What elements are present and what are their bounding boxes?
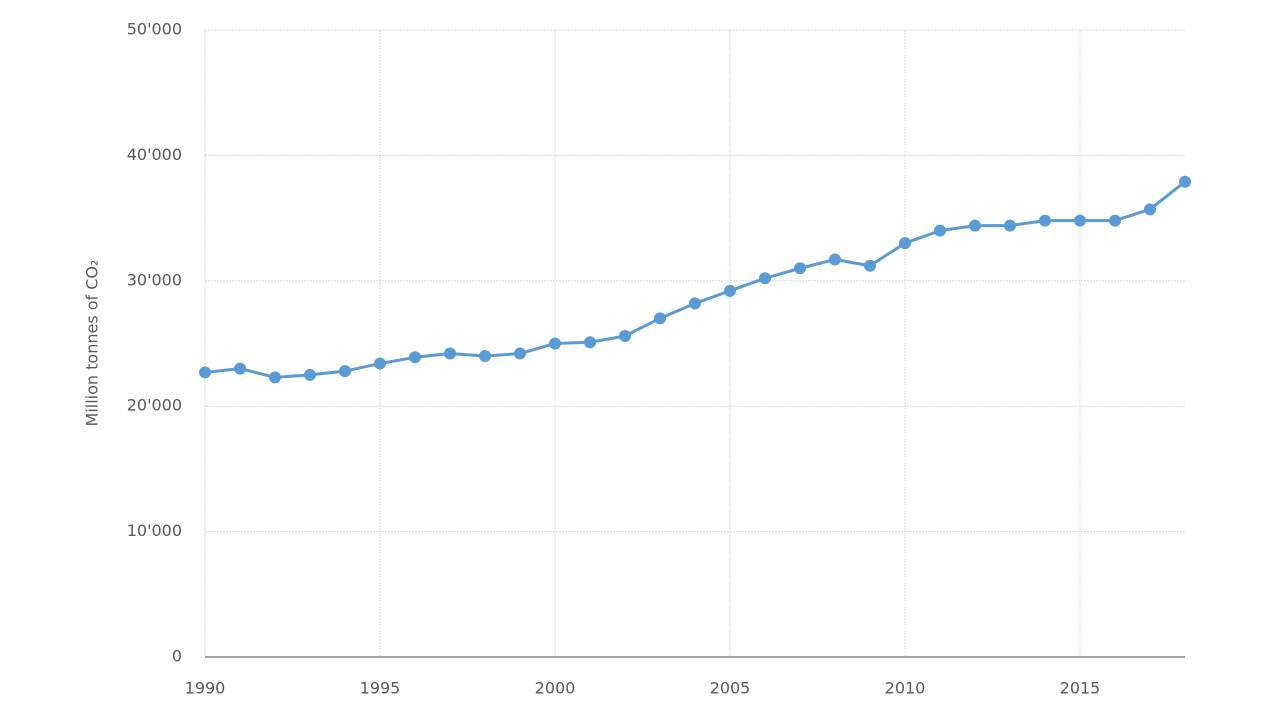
- data-point: [549, 337, 561, 350]
- data-point: [934, 224, 946, 237]
- y-tick-label: 40'000: [127, 145, 182, 164]
- x-tick-label: 2010: [885, 679, 926, 698]
- data-point: [1039, 214, 1051, 227]
- x-tick-label: 2005: [710, 679, 751, 698]
- y-tick-label: 30'000: [127, 270, 182, 289]
- data-point: [864, 259, 876, 272]
- y-tick-label: 10'000: [127, 521, 182, 540]
- data-point: [969, 219, 981, 232]
- data-point: [759, 272, 771, 285]
- data-point: [514, 347, 526, 360]
- data-point: [1109, 214, 1121, 227]
- x-tick-label: 1995: [360, 679, 401, 698]
- data-point: [1144, 203, 1156, 216]
- data-point: [654, 312, 666, 325]
- data-point: [444, 347, 456, 360]
- data-point: [899, 237, 911, 250]
- data-point: [374, 357, 386, 370]
- data-point: [339, 365, 351, 378]
- data-point: [619, 329, 631, 342]
- data-point: [269, 371, 281, 384]
- data-point: [689, 297, 701, 310]
- data-point: [794, 262, 806, 275]
- data-point: [409, 351, 421, 364]
- data-point: [304, 368, 316, 381]
- data-point: [829, 253, 841, 266]
- x-tick-label: 2000: [535, 679, 576, 698]
- y-axis-label: Million tonnes of CO₂: [83, 260, 102, 427]
- y-tick-label: 50'000: [127, 20, 182, 39]
- y-tick-label: 0: [172, 647, 182, 666]
- data-point: [234, 362, 246, 375]
- data-point: [1179, 175, 1191, 188]
- data-point: [584, 336, 596, 349]
- data-point: [199, 366, 211, 379]
- data-point: [724, 284, 736, 297]
- data-point: [1004, 219, 1016, 232]
- data-point: [1074, 214, 1086, 227]
- x-tick-label: 2015: [1060, 679, 1101, 698]
- x-tick-label: 1990: [185, 679, 226, 698]
- data-line: [204, 180, 1186, 379]
- y-tick-label: 20'000: [127, 396, 182, 415]
- data-point: [479, 350, 491, 363]
